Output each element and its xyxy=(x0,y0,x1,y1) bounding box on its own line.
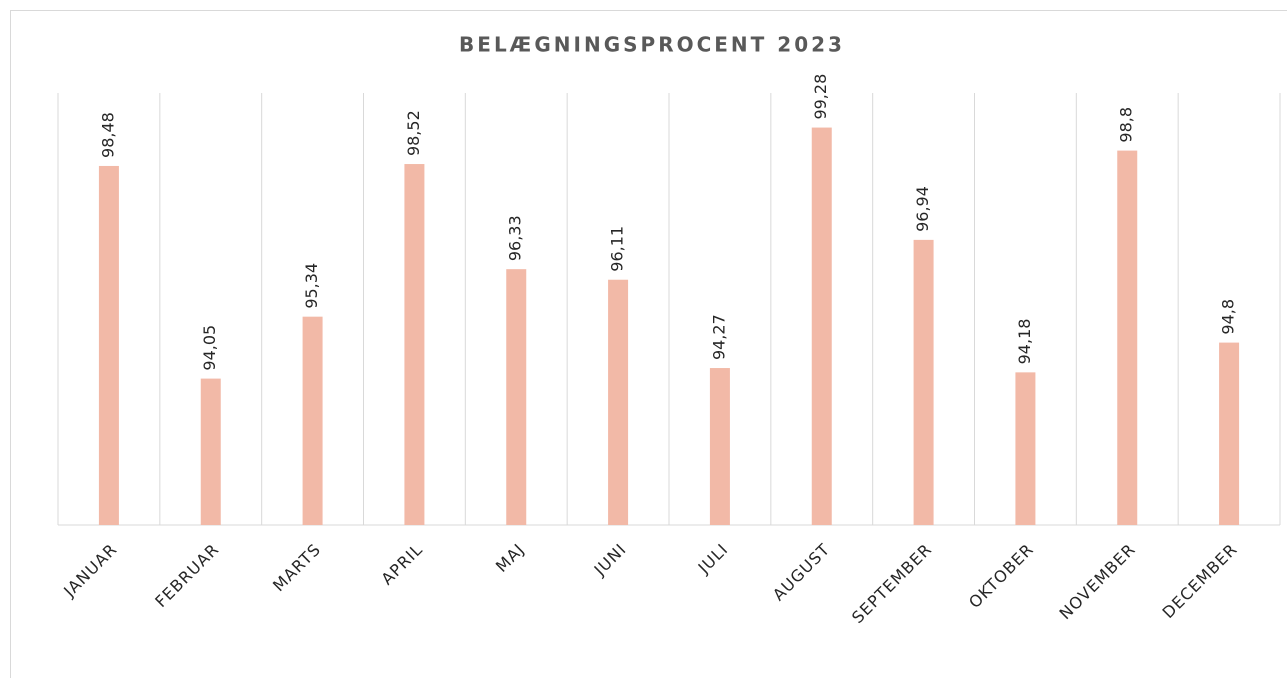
data-label: 98,8 xyxy=(1117,107,1136,143)
bar xyxy=(608,279,629,525)
data-label: 96,11 xyxy=(608,226,627,272)
bar xyxy=(98,165,119,525)
bar xyxy=(1015,372,1036,525)
data-label: 94,27 xyxy=(709,314,728,360)
chart-title: BELÆGNINGSPROCENT 2023 xyxy=(459,33,845,57)
bar xyxy=(404,164,425,526)
bar xyxy=(709,368,730,525)
data-label: 95,34 xyxy=(302,263,321,309)
bar xyxy=(811,127,832,525)
bar xyxy=(1219,342,1240,525)
data-label: 98,48 xyxy=(98,112,117,158)
bar xyxy=(506,269,527,525)
data-label: 96,94 xyxy=(913,186,932,232)
bar xyxy=(302,316,323,525)
data-label: 94,8 xyxy=(1219,299,1238,335)
chart-border xyxy=(10,10,1287,678)
data-label: 94,05 xyxy=(200,325,219,371)
bar xyxy=(200,378,221,525)
data-label: 98,52 xyxy=(404,110,423,156)
data-label: 94,18 xyxy=(1015,319,1034,365)
data-label: 96,33 xyxy=(506,215,525,261)
data-label: 99,28 xyxy=(811,74,830,120)
bar xyxy=(1117,150,1138,525)
bar xyxy=(913,239,934,525)
